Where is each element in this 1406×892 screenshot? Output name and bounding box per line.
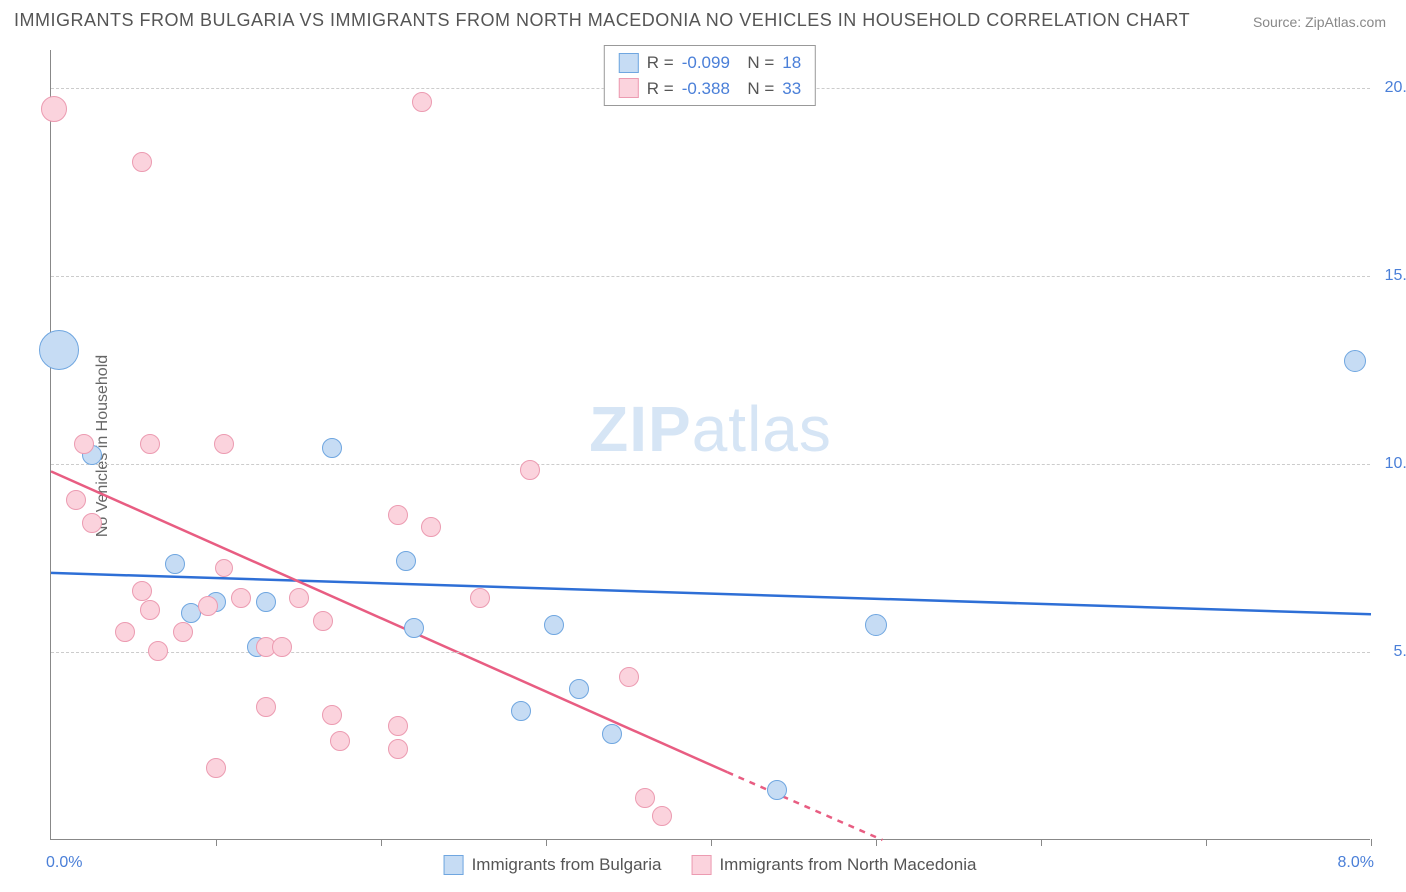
- data-point-macedonia: [652, 806, 672, 826]
- gridline: [51, 464, 1370, 465]
- y-tick-label: 20.0%: [1375, 79, 1406, 97]
- x-axis-min-label: 0.0%: [46, 854, 82, 872]
- swatch-bulgaria: [444, 855, 464, 875]
- data-point-macedonia: [388, 716, 408, 736]
- data-point-bulgaria: [322, 438, 342, 458]
- x-axis-max-label: 8.0%: [1338, 854, 1374, 872]
- data-point-macedonia: [41, 96, 67, 122]
- data-point-macedonia: [215, 559, 233, 577]
- r-label: R =: [647, 50, 674, 76]
- n-value-bulgaria: 18: [782, 50, 801, 76]
- data-point-bulgaria: [511, 701, 531, 721]
- correlation-legend: R = -0.099 N = 18 R = -0.388 N = 33: [604, 45, 816, 106]
- data-point-macedonia: [214, 434, 234, 454]
- n-value-macedonia: 33: [782, 76, 801, 102]
- x-tick: [546, 839, 547, 846]
- data-point-macedonia: [289, 588, 309, 608]
- y-tick-label: 15.0%: [1375, 267, 1406, 285]
- data-point-macedonia: [619, 667, 639, 687]
- data-point-macedonia: [82, 513, 102, 533]
- plot-region: ZIPatlas 5.0%10.0%15.0%20.0%: [50, 50, 1370, 840]
- x-tick: [1041, 839, 1042, 846]
- data-point-macedonia: [115, 622, 135, 642]
- data-point-macedonia: [148, 641, 168, 661]
- data-point-macedonia: [388, 505, 408, 525]
- x-tick: [216, 839, 217, 846]
- data-point-macedonia: [132, 581, 152, 601]
- data-point-macedonia: [206, 758, 226, 778]
- data-point-bulgaria: [569, 679, 589, 699]
- data-point-bulgaria: [396, 551, 416, 571]
- source-attribution: Source: ZipAtlas.com: [1253, 14, 1386, 30]
- data-point-bulgaria: [256, 592, 276, 612]
- data-point-macedonia: [272, 637, 292, 657]
- n-label: N =: [738, 76, 774, 102]
- data-point-bulgaria: [767, 780, 787, 800]
- data-point-macedonia: [173, 622, 193, 642]
- legend-item-macedonia: Immigrants from North Macedonia: [691, 855, 976, 875]
- data-point-bulgaria: [165, 554, 185, 574]
- regression-line: [728, 772, 883, 840]
- data-point-bulgaria: [39, 330, 79, 370]
- n-label: N =: [738, 50, 774, 76]
- swatch-bulgaria: [619, 53, 639, 73]
- r-value-macedonia: -0.388: [682, 76, 730, 102]
- chart-area: ZIPatlas 5.0%10.0%15.0%20.0% R = -0.099 …: [50, 50, 1370, 840]
- data-point-macedonia: [198, 596, 218, 616]
- swatch-macedonia: [691, 855, 711, 875]
- legend-label-bulgaria: Immigrants from Bulgaria: [472, 855, 662, 875]
- data-point-macedonia: [256, 697, 276, 717]
- data-point-bulgaria: [404, 618, 424, 638]
- x-tick: [1206, 839, 1207, 846]
- data-point-bulgaria: [544, 615, 564, 635]
- x-tick: [711, 839, 712, 846]
- data-point-macedonia: [132, 152, 152, 172]
- data-point-macedonia: [66, 490, 86, 510]
- y-tick-label: 10.0%: [1375, 455, 1406, 473]
- correlation-row-bulgaria: R = -0.099 N = 18: [619, 50, 801, 76]
- gridline: [51, 276, 1370, 277]
- correlation-row-macedonia: R = -0.388 N = 33: [619, 76, 801, 102]
- regression-lines-layer: [51, 50, 1370, 839]
- data-point-macedonia: [74, 434, 94, 454]
- y-tick-label: 5.0%: [1375, 643, 1406, 661]
- x-tick: [381, 839, 382, 846]
- x-tick: [876, 839, 877, 846]
- data-point-macedonia: [140, 600, 160, 620]
- legend-label-macedonia: Immigrants from North Macedonia: [719, 855, 976, 875]
- data-point-macedonia: [322, 705, 342, 725]
- chart-title: IMMIGRANTS FROM BULGARIA VS IMMIGRANTS F…: [14, 10, 1190, 31]
- data-point-macedonia: [412, 92, 432, 112]
- data-point-macedonia: [388, 739, 408, 759]
- data-point-bulgaria: [602, 724, 622, 744]
- data-point-macedonia: [421, 517, 441, 537]
- data-point-macedonia: [231, 588, 251, 608]
- data-point-macedonia: [330, 731, 350, 751]
- data-point-bulgaria: [865, 614, 887, 636]
- x-tick: [1371, 839, 1372, 846]
- data-point-macedonia: [470, 588, 490, 608]
- data-point-macedonia: [313, 611, 333, 631]
- data-point-macedonia: [520, 460, 540, 480]
- series-legend: Immigrants from Bulgaria Immigrants from…: [444, 855, 977, 875]
- r-label: R =: [647, 76, 674, 102]
- data-point-bulgaria: [1344, 350, 1366, 372]
- data-point-macedonia: [140, 434, 160, 454]
- data-point-macedonia: [635, 788, 655, 808]
- r-value-bulgaria: -0.099: [682, 50, 730, 76]
- swatch-macedonia: [619, 78, 639, 98]
- legend-item-bulgaria: Immigrants from Bulgaria: [444, 855, 662, 875]
